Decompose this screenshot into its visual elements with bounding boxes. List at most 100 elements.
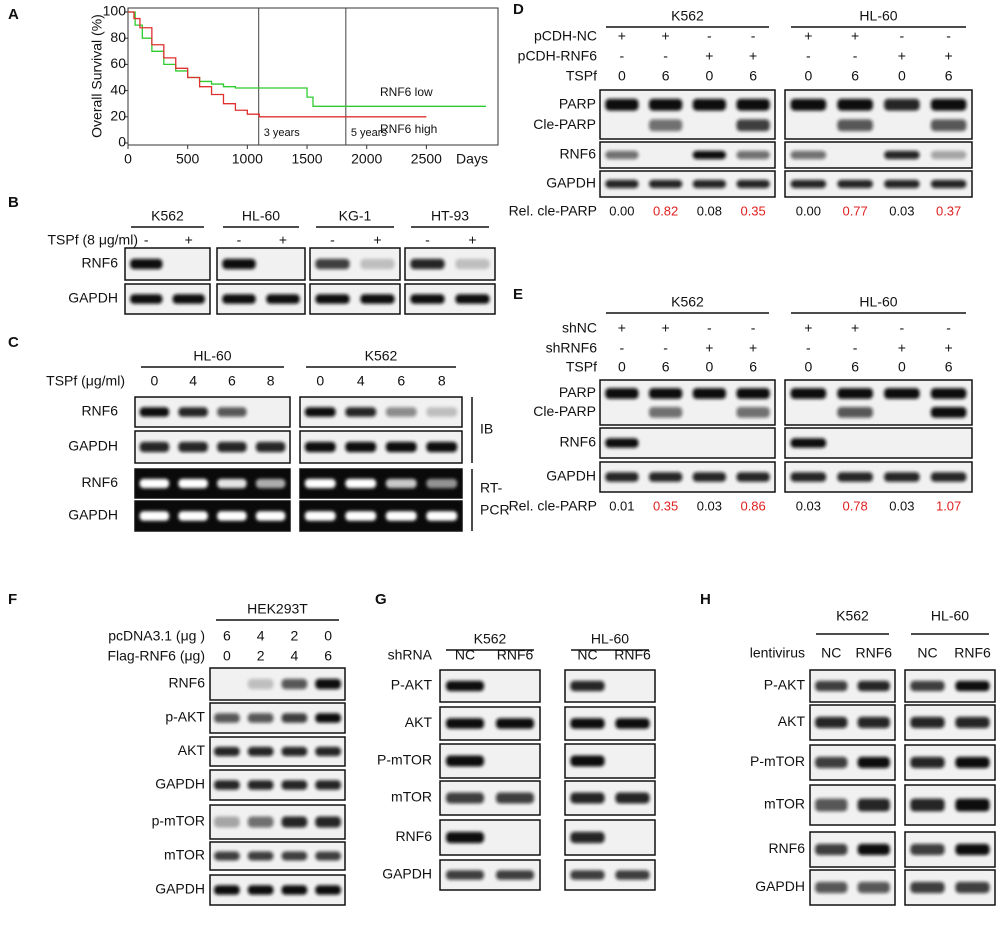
lane-label: 0 [618,68,626,84]
band [605,438,639,448]
y-tick-label: 20 [110,108,126,124]
band [315,780,341,790]
group-label: K562 [671,8,704,24]
band [692,388,726,399]
lane-label: 0 [804,359,812,375]
quant-value: 0.00 [609,203,634,218]
quant-value: 0.00 [796,203,821,218]
lane-label: - [330,232,335,248]
band [315,851,341,861]
band [172,294,205,304]
row-label: P-mTOR [750,753,805,769]
row-label: GAPDH [68,507,118,523]
lane-label: 2 [257,648,265,664]
band [605,472,639,482]
x-tick-label: 1000 [232,151,263,167]
row-label: GAPDH [382,866,432,882]
band [217,478,247,489]
blot-box [124,247,211,281]
band [605,150,639,160]
panel-letter: H [700,591,711,608]
quant-value: 0.78 [842,498,867,513]
band [736,179,770,189]
lane-label: + [851,28,859,44]
band [930,472,967,482]
condition-label: TSPf [566,68,597,84]
band [910,680,945,692]
band [910,843,945,856]
band [570,680,605,692]
band [692,472,726,482]
band [139,407,170,417]
band [360,294,395,304]
band [837,98,873,111]
band [649,119,683,132]
blot-box [564,669,656,703]
panel-letter: F [8,591,17,608]
quant-value: 0.77 [842,203,867,218]
band [247,816,274,828]
quant-value: 0.03 [889,203,914,218]
band [955,843,990,856]
band [692,179,726,189]
lane-label: + [804,28,812,44]
band [315,746,341,757]
lane-label: NC [821,645,841,661]
band [570,792,605,804]
band [790,438,827,448]
band [570,718,605,729]
lane-label: 6 [749,359,757,375]
lane-label: + [749,340,757,356]
quant-value: 0.01 [609,498,634,513]
band [315,294,350,304]
condition-label: shNC [562,320,597,336]
band [281,746,308,757]
band [255,478,286,489]
condition-label: shRNF6 [546,340,598,356]
lane-label: + [662,28,670,44]
band [884,150,920,160]
band [736,472,770,482]
group-label: KG-1 [339,208,372,224]
quant-value: 0.35 [653,498,678,513]
side-label: IB [480,421,493,437]
group-label: HL-60 [193,348,231,364]
lane-label: - [946,320,951,336]
band [255,511,286,521]
band [217,407,247,417]
y-tick-label: 60 [110,55,126,71]
band [955,680,990,692]
row-label: RNF6 [81,403,118,419]
band [570,755,605,767]
lane-label: - [144,232,149,248]
band [281,816,308,828]
lane-label: - [806,48,811,64]
band [955,881,990,894]
band [910,716,945,729]
band [446,680,484,692]
condition-label: TSPf [566,359,597,375]
band [178,441,208,453]
band [605,179,639,189]
lane-label: RNF6 [954,645,991,661]
band [385,478,417,489]
lane-label: 0 [804,68,812,84]
y-axis-label: Overall Survival (%) [89,14,105,138]
side-label: PCR [480,502,510,518]
quant-value: 0.03 [697,498,722,513]
survival-curve [128,11,427,118]
group-label: HL-60 [931,608,969,624]
band [857,798,890,812]
band [930,179,967,189]
row-label: GAPDH [68,290,118,306]
panel-letter: D [513,1,524,18]
row-label: RNF6 [559,434,596,450]
band [649,98,683,111]
lane-label: - [237,232,242,248]
row-label: P-mTOR [377,752,432,768]
blot-box [439,669,541,703]
band [222,258,256,270]
band [130,258,163,270]
lane-label: - [620,48,625,64]
band [345,511,377,521]
